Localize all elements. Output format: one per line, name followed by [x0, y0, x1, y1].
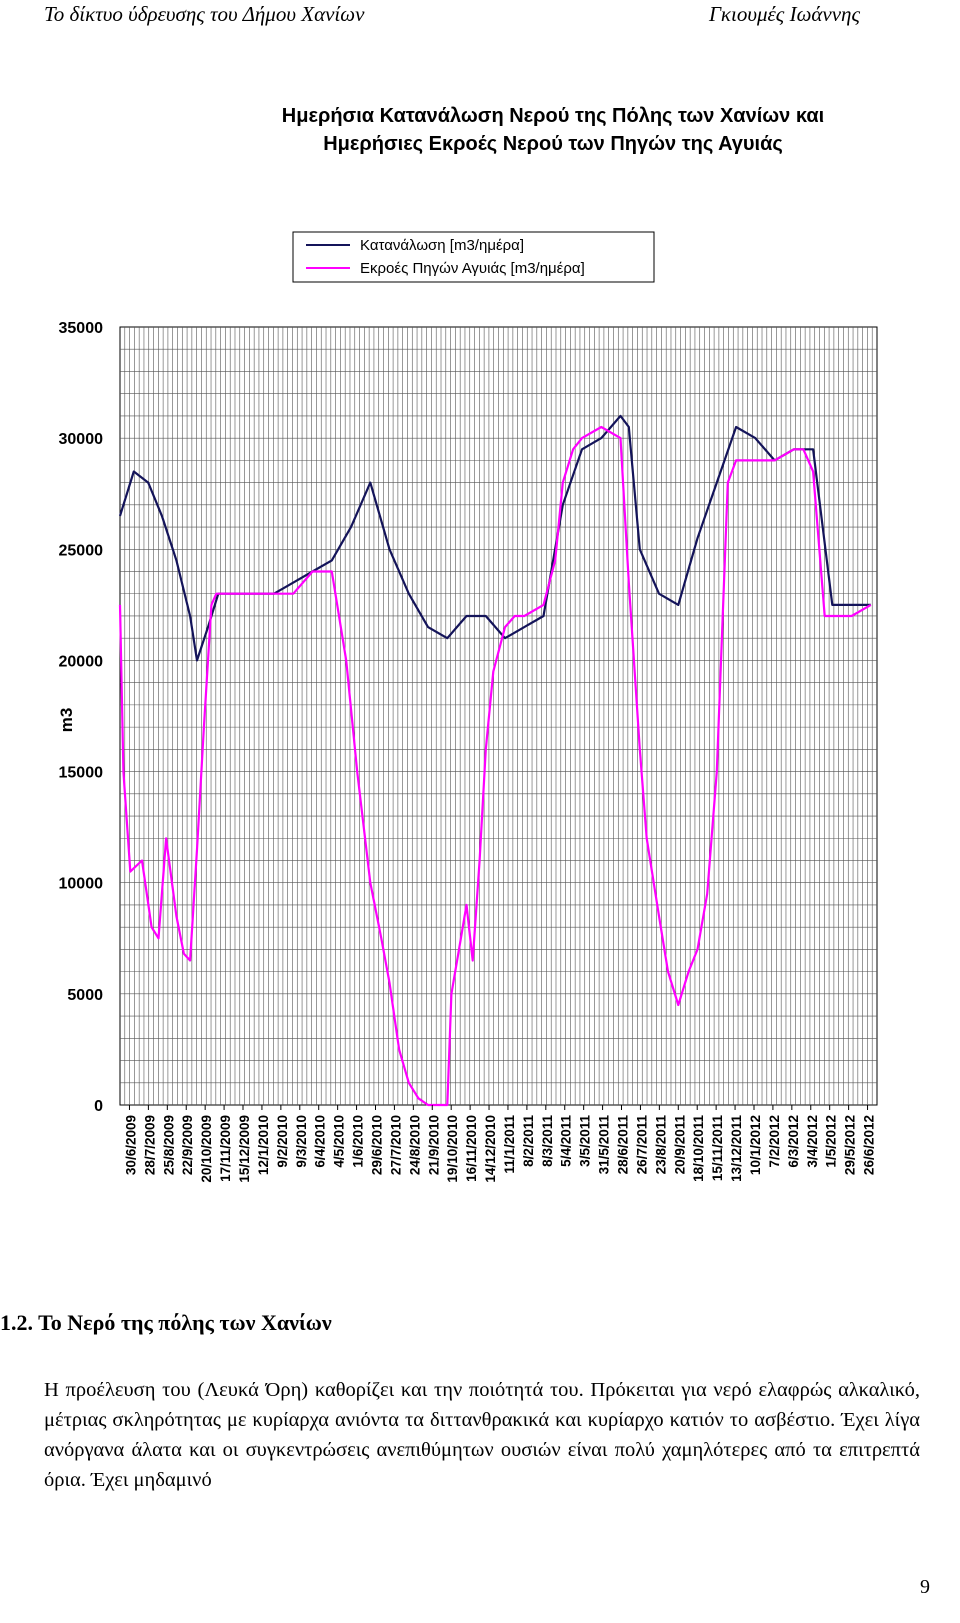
x-tick-label: 4/5/2010: [332, 1115, 347, 1168]
x-tick-label: 28/6/2011: [616, 1115, 631, 1175]
y-tick-label: 20000: [59, 653, 104, 670]
series-line-outflow: [118, 425, 872, 1107]
y-tick-label: 5000: [67, 987, 103, 1004]
x-tick-label: 23/8/2011: [653, 1115, 668, 1175]
section-heading: 1.2. Το Νερό της πόλης των Χανίων: [0, 1310, 332, 1336]
x-tick-label: 28/7/2009: [142, 1115, 157, 1175]
running-header-right: Γκιουμές Ιωάννης: [708, 2, 860, 26]
x-tick-label: 14/12/2010: [483, 1115, 498, 1183]
section-number: 1.2.: [0, 1310, 33, 1335]
x-tick-label: 20/9/2011: [672, 1115, 687, 1175]
x-axis-ticks: 30/6/2009 28/7/2009 25/8/2009 22/9/2009 20/1…: [123, 1105, 877, 1183]
x-tick-label: 29/5/2012: [843, 1115, 858, 1175]
y-axis-label: m3: [57, 708, 76, 733]
y-tick-label: 15000: [59, 765, 104, 782]
x-tick-label: 13/12/2011: [729, 1115, 744, 1182]
x-tick-label: 3/4/2012: [805, 1115, 820, 1168]
page-number: 9: [920, 1576, 930, 1598]
x-tick-label: 9/2/2010: [275, 1115, 290, 1168]
x-tick-label: 26/6/2012: [862, 1115, 877, 1175]
x-tick-label: 19/10/2010: [445, 1115, 460, 1183]
x-tick-label: 17/11/2009: [218, 1115, 233, 1182]
x-tick-label: 16/11/2010: [464, 1115, 479, 1182]
x-tick-label: 26/7/2011: [634, 1115, 649, 1175]
x-tick-label: 18/10/2011: [691, 1115, 706, 1182]
x-tick-label: 6/3/2012: [786, 1115, 801, 1168]
x-tick-label: 3/5/2011: [578, 1115, 593, 1167]
x-tick-label: 29/6/2010: [369, 1115, 384, 1175]
x-tick-label: 15/11/2011: [710, 1115, 725, 1182]
y-tick-label: 10000: [59, 876, 104, 893]
x-tick-label: 15/12/2009: [237, 1115, 252, 1183]
x-tick-label: 5/4/2011: [559, 1115, 574, 1167]
series-lines: [118, 414, 872, 1107]
x-tick-label: 9/3/2010: [294, 1115, 309, 1168]
x-tick-label: 24/8/2010: [407, 1115, 422, 1175]
section-title: Το Νερό της πόλης των Χανίων: [38, 1310, 332, 1335]
chart-title-line-1: Ημερήσια Κατανάλωση Νερού της Πόλης των …: [282, 105, 824, 127]
chart: Ημερήσια Κατανάλωση Νερού της Πόλης των …: [57, 105, 878, 1183]
chart-title-line-2: Ημερήσιες Εκροές Νερού των Πηγών της Αγυ…: [323, 133, 783, 155]
x-tick-label: 6/4/2010: [313, 1115, 328, 1168]
x-tick-label: 1/5/2012: [824, 1115, 839, 1168]
x-tick-label: 21/9/2010: [426, 1115, 441, 1175]
running-header-left: Το δίκτυο ύδρευσης του Δήμου Χανίων: [44, 2, 365, 26]
plot-grid: [119, 326, 878, 1106]
x-tick-label: 11/1/2011: [502, 1115, 517, 1174]
y-tick-label: 0: [94, 1098, 103, 1115]
x-tick-label: 25/8/2009: [161, 1115, 176, 1175]
x-tick-label: 27/7/2010: [388, 1115, 403, 1175]
legend: Κατανάλωση [m3/ημέρα] Εκροές Πηγών Αγυιά…: [292, 231, 655, 283]
x-tick-label: 31/5/2011: [597, 1115, 612, 1175]
x-tick-label: 7/2/2012: [767, 1115, 782, 1168]
x-tick-label: 22/9/2009: [180, 1115, 195, 1175]
x-tick-label: 30/6/2009: [123, 1115, 138, 1175]
y-tick-label: 35000: [59, 320, 104, 337]
legend-box: [292, 231, 655, 283]
x-tick-label: 10/1/2012: [748, 1115, 763, 1175]
x-tick-label: 20/10/2009: [199, 1115, 214, 1183]
legend-label-consumption: Κατανάλωση [m3/ημέρα]: [360, 237, 524, 254]
y-tick-label: 25000: [59, 542, 104, 559]
y-tick-label: 30000: [59, 431, 104, 448]
y-axis-ticks: 0 5000 10000 15000 20000 25000 30000 35000: [59, 320, 104, 1115]
body-paragraph: Η προέλευση του (Λευκά Όρη) καθορίζει κα…: [44, 1379, 920, 1491]
x-tick-label: 8/3/2011: [540, 1115, 555, 1167]
legend-label-outflow: Εκροές Πηγών Αγυιάς [m3/ημέρα]: [360, 260, 585, 277]
x-tick-label: 1/6/2010: [351, 1115, 366, 1168]
x-tick-label: 8/2/2011: [521, 1115, 536, 1167]
x-tick-label: 12/1/2010: [256, 1115, 271, 1175]
